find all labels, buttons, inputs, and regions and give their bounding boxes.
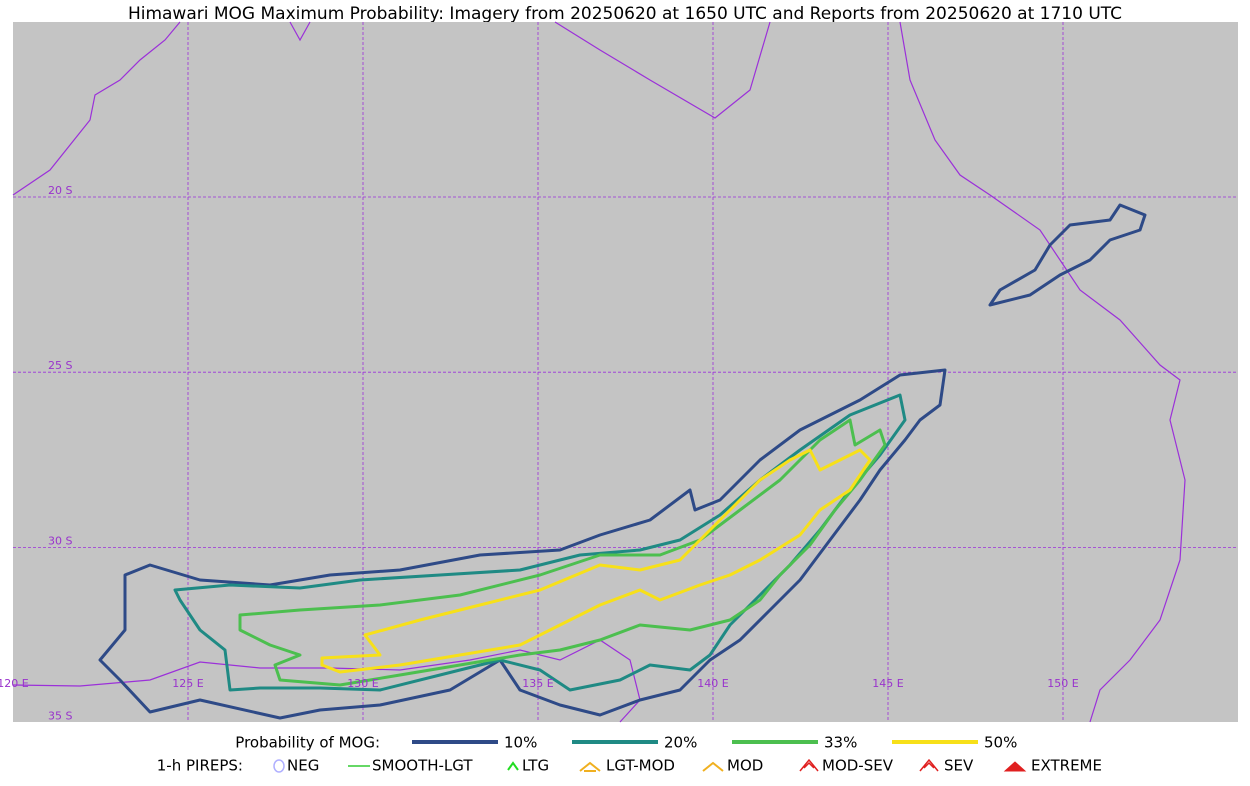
lon-label: 135 E <box>522 677 553 690</box>
legend-item: SEV <box>944 757 974 775</box>
lat-label: 30 S <box>48 534 72 547</box>
legend-label: Probability of MOG: <box>235 734 380 752</box>
legend-item: 10% <box>504 734 537 752</box>
lat-label: 35 S <box>48 710 72 723</box>
legend: Probability of MOG: 10% 20% 33% 50% 1-h PIREP… <box>157 734 1102 775</box>
lon-label: 140 E <box>697 677 728 690</box>
legend-item: SMOOTH-LGT <box>372 757 473 775</box>
contour-33 <box>238 418 887 687</box>
lat-label: 25 S <box>48 359 72 372</box>
legend-item: MOD <box>727 757 763 775</box>
lat-label: 20 S <box>48 184 72 197</box>
legend-item: LGT-MOD <box>606 757 675 775</box>
contour-50 <box>320 448 872 674</box>
lon-label: 150 E <box>1047 677 1078 690</box>
pirep-icon <box>799 758 819 772</box>
pirep-icon <box>702 761 724 772</box>
pirep-icon <box>919 758 939 772</box>
legend-item: NEG <box>287 757 319 775</box>
map: 20 S 25 S 30 S 35 S 120 E 125 E 130 E 135 E 140 … <box>0 21 1238 723</box>
contours <box>98 203 1147 720</box>
legend-item: MOD-SEV <box>822 757 894 775</box>
pirep-icon <box>273 759 285 773</box>
legend-item: LTG <box>522 757 549 775</box>
title: Himawari MOG Maximum Probability: Imager… <box>128 4 1122 24</box>
contour-10 <box>98 368 947 720</box>
legend-label: 1-h PIREPS: <box>157 757 243 775</box>
pirep-icon <box>579 761 601 772</box>
pirep-icon <box>1003 761 1027 772</box>
legend-item: 50% <box>984 734 1017 752</box>
contour-10 <box>988 203 1147 307</box>
graticule <box>13 22 1238 722</box>
legend-item: EXTREME <box>1031 757 1102 775</box>
lon-label: 120 E <box>0 677 29 690</box>
lon-label: 130 E <box>347 677 378 690</box>
coastlines <box>12 21 1186 723</box>
lon-label: 145 E <box>872 677 903 690</box>
legend-item: 20% <box>664 734 697 752</box>
pirep-icon <box>507 761 519 771</box>
legend-item: 33% <box>824 734 857 752</box>
lon-label: 125 E <box>172 677 203 690</box>
